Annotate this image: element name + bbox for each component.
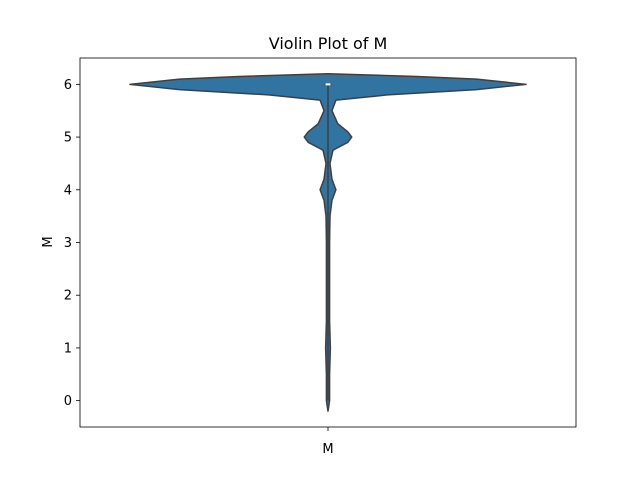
plot-area-frame	[79, 57, 577, 428]
x-tick-label: M	[322, 442, 333, 457]
y-tick-label: 5	[64, 131, 72, 146]
y-axis-ticks: 0 1 2 3 4 5 6	[64, 78, 80, 409]
y-tick-label: 6	[64, 78, 72, 93]
violin-median-marker	[325, 83, 331, 86]
y-tick-label: 4	[64, 183, 72, 198]
y-tick-label: 3	[64, 236, 72, 251]
y-tick-label: 0	[64, 394, 72, 409]
y-tick-label: 2	[64, 289, 72, 304]
y-axis-label: M	[41, 236, 56, 247]
violin-group	[129, 73, 527, 412]
x-axis-ticks: M	[322, 427, 334, 457]
chart-title: Violin Plot of M	[269, 34, 388, 53]
y-tick-label: 1	[64, 341, 72, 356]
